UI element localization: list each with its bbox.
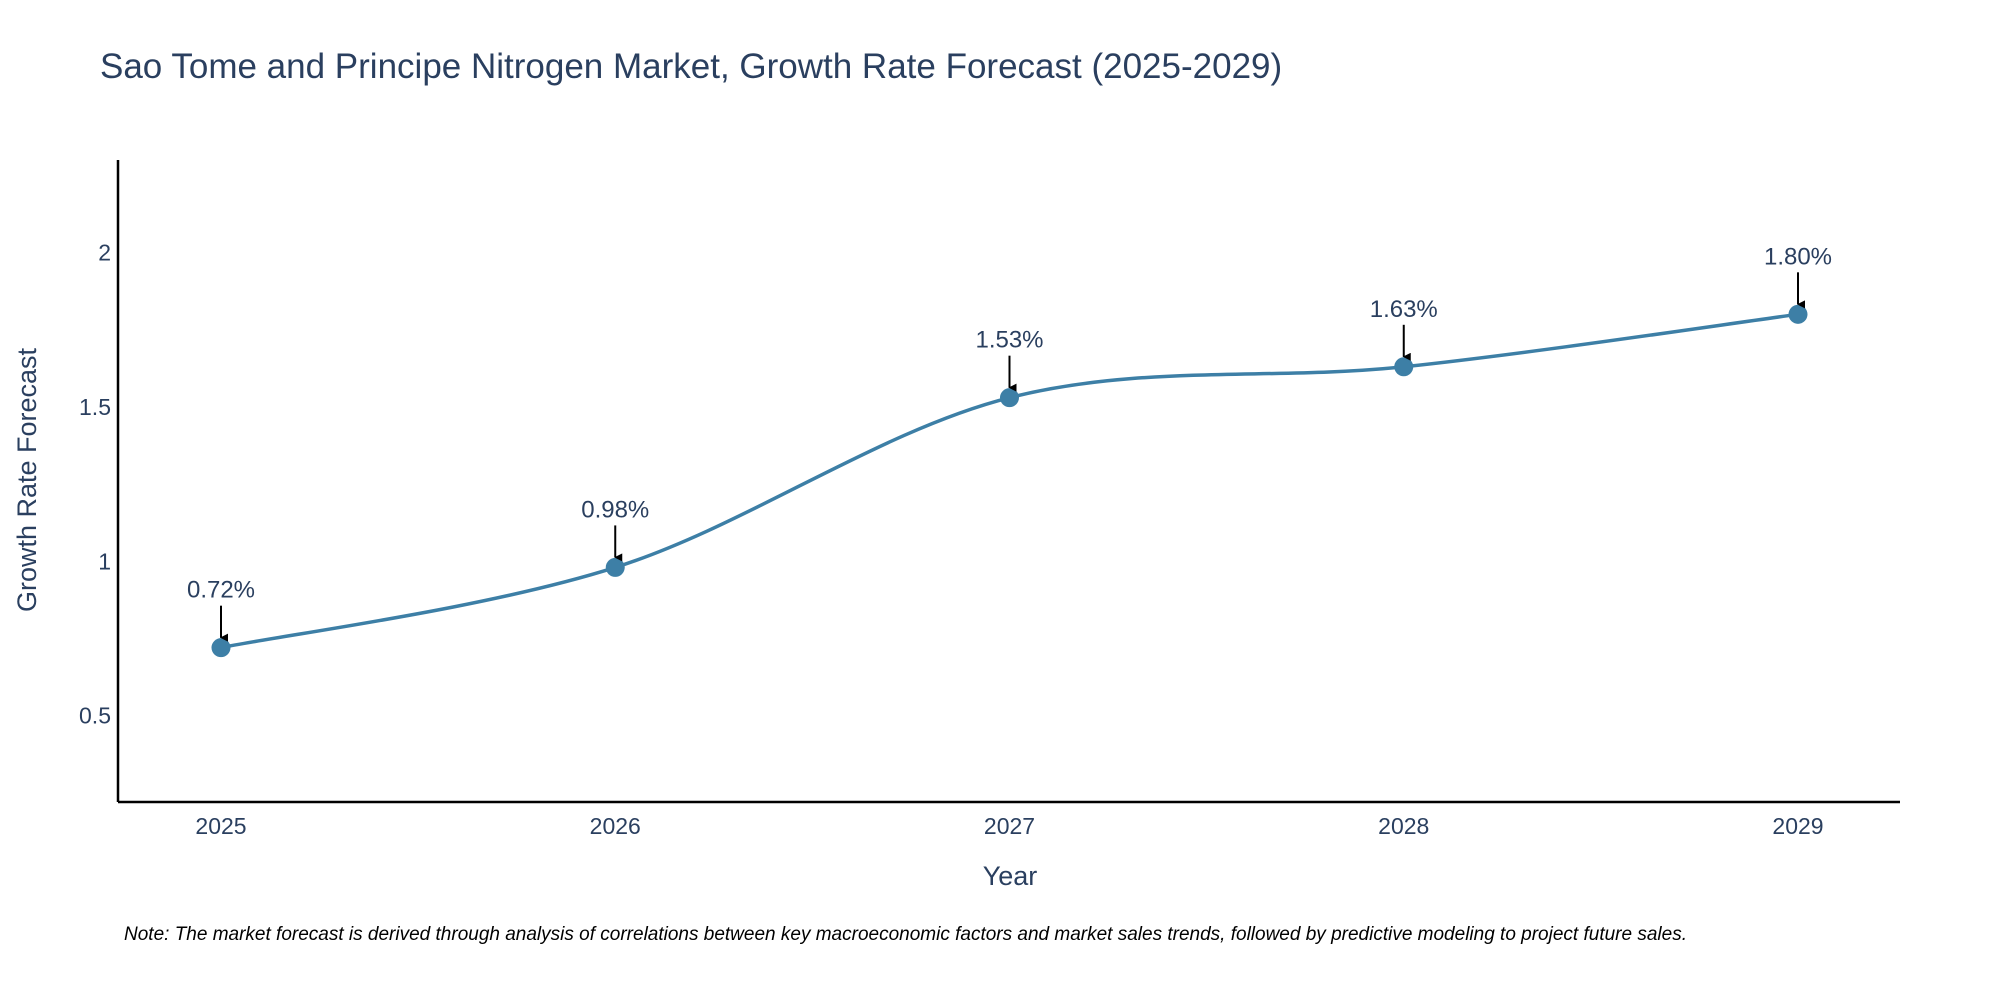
y-tick-label: 0.5 (79, 703, 111, 729)
x-tick-label: 2026 (590, 813, 641, 839)
chart-note: Note: The market forecast is derived thr… (124, 924, 1687, 945)
x-axis-title: Year (983, 861, 1038, 891)
data-point-2026[interactable] (605, 557, 625, 577)
x-tick-label: 2025 (195, 813, 246, 839)
y-tick-label: 1 (98, 548, 111, 574)
y-tick-label: 1.5 (79, 394, 111, 420)
data-label-2026: 0.98% (581, 496, 649, 523)
axes (116, 160, 1900, 804)
x-tick-label: 2029 (1772, 813, 1823, 839)
chart-title: Sao Tome and Principe Nitrogen Market, G… (100, 47, 1282, 86)
data-label-annotations: 0.72% 0.98% 1.53% 1.63% 1.80% (187, 243, 1832, 642)
x-tick-label: 2027 (984, 813, 1035, 839)
data-label-2025: 0.72% (187, 577, 255, 604)
series (211, 304, 1808, 658)
data-point-2025[interactable] (211, 638, 231, 658)
data-point-2029[interactable] (1788, 304, 1808, 324)
data-label-2029: 1.80% (1764, 243, 1832, 270)
y-axis-title: Growth Rate Forecast (12, 347, 42, 612)
data-point-2028[interactable] (1394, 357, 1414, 377)
y-tick-label: 2 (98, 240, 111, 266)
tick-labels: 0.5 1 1.5 2 2025 2026 2027 2028 2029 (79, 240, 1824, 839)
data-label-2027: 1.53% (975, 327, 1043, 354)
data-label-2028: 1.63% (1370, 296, 1438, 323)
data-point-2027[interactable] (1000, 388, 1019, 408)
x-tick-label: 2028 (1378, 813, 1429, 839)
